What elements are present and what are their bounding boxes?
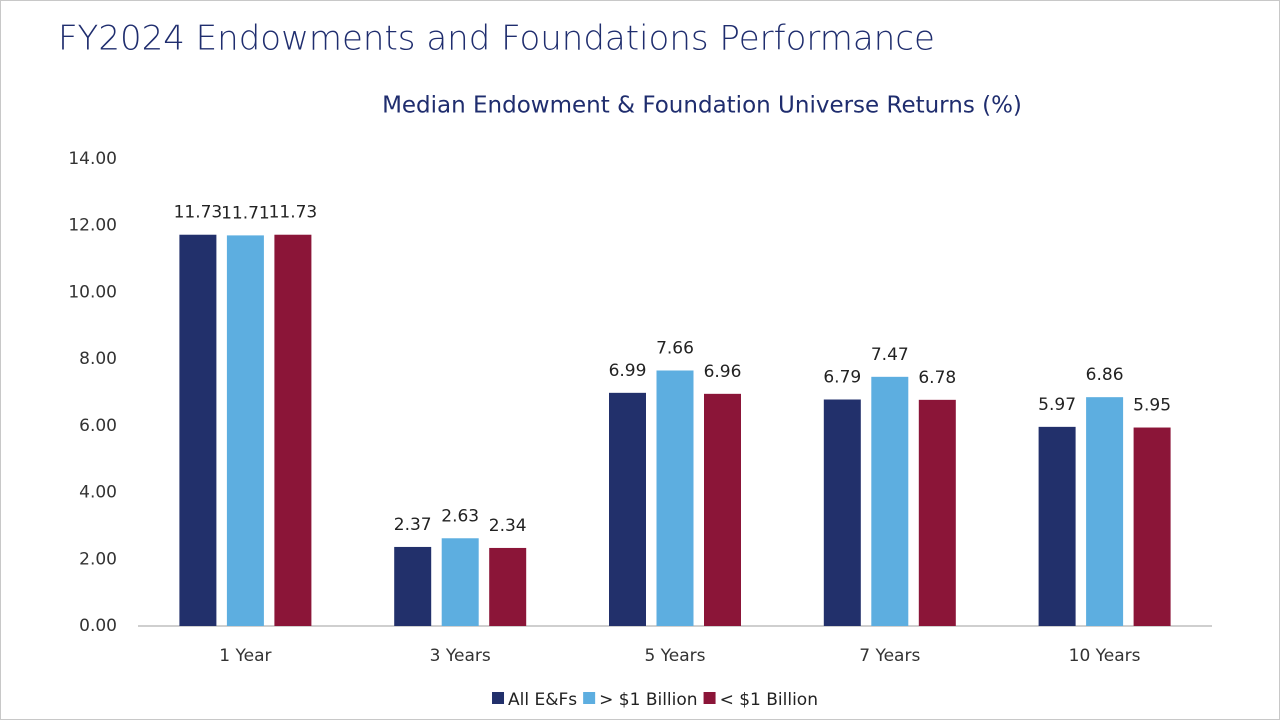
data-label: 7.47 — [871, 345, 909, 365]
legend-label: All E&Fs — [508, 690, 577, 710]
x-tick-label: 5 Years — [644, 646, 705, 666]
y-tick-label: 0.00 — [79, 616, 117, 636]
x-tick-label: 1 Year — [219, 646, 271, 666]
y-tick-label: 10.00 — [68, 282, 117, 302]
bar — [489, 547, 527, 626]
bar — [871, 376, 909, 626]
legend-label: > $1 Billion — [599, 690, 697, 710]
y-tick-label: 8.00 — [79, 349, 117, 369]
y-tick-label: 2.00 — [79, 549, 117, 569]
bar — [918, 399, 956, 626]
x-tick-label: 3 Years — [430, 646, 491, 666]
x-tick-label: 10 Years — [1069, 646, 1141, 666]
y-tick-label: 12.00 — [68, 216, 117, 236]
y-tick-label: 14.00 — [68, 149, 117, 169]
data-label: 2.63 — [441, 506, 479, 526]
bar — [441, 538, 479, 626]
data-label: 6.96 — [704, 362, 742, 382]
data-label: 6.79 — [823, 368, 861, 388]
bar — [704, 393, 741, 626]
x-tick-label: 7 Years — [859, 646, 920, 666]
data-label: 11.73 — [174, 203, 223, 223]
data-label: 6.78 — [918, 368, 956, 388]
data-label: 6.99 — [609, 361, 647, 381]
data-label: 6.86 — [1086, 365, 1124, 385]
bar — [1086, 397, 1124, 626]
data-label: 5.95 — [1133, 396, 1171, 416]
data-label: 5.97 — [1038, 395, 1076, 415]
legend-label: < $1 Billion — [720, 690, 818, 710]
legend-swatch — [703, 692, 716, 704]
legend-swatch — [583, 692, 596, 704]
bar — [656, 370, 694, 626]
slide-title: FY2024 Endowments and Foundations Perfor… — [58, 19, 935, 59]
chart-title: Median Endowment & Foundation Universe R… — [382, 93, 1022, 119]
y-tick-label: 6.00 — [79, 416, 117, 436]
legend-swatch — [492, 692, 505, 704]
bar — [226, 235, 264, 626]
bar — [823, 399, 861, 626]
bar — [609, 392, 646, 626]
data-label: 11.71 — [221, 203, 270, 223]
y-tick-label: 4.00 — [79, 483, 117, 503]
bar — [394, 546, 432, 626]
bar — [1133, 427, 1171, 626]
data-label: 2.34 — [489, 516, 527, 536]
data-label: 11.73 — [269, 203, 318, 223]
data-label: 7.66 — [656, 338, 694, 358]
data-label: 2.37 — [394, 515, 432, 535]
bar — [179, 234, 217, 627]
bar — [274, 234, 312, 627]
bar — [1038, 426, 1076, 626]
